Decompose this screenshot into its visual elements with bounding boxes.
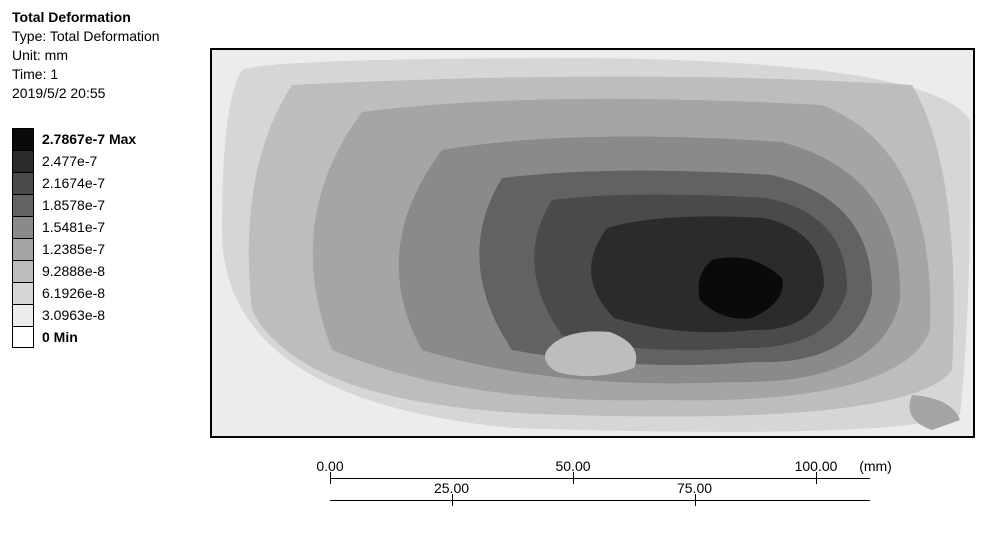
legend-row: 2.7867e-7 Max — [12, 128, 136, 150]
legend-swatch — [12, 238, 34, 260]
legend-row: 3.0963e-8 — [12, 304, 136, 326]
scale-tick-label: 100.00 — [795, 458, 838, 474]
scale-top-row: 0.0050.00100.00(mm) — [330, 460, 930, 482]
legend-swatch — [12, 260, 34, 282]
legend-swatch — [12, 194, 34, 216]
result-unit: Unit: mm — [12, 46, 160, 65]
legend-label: 0 Min — [42, 329, 78, 345]
contour-svg — [212, 50, 975, 438]
legend-label: 1.8578e-7 — [42, 197, 105, 213]
scale-tick-label: 75.00 — [677, 480, 712, 496]
legend-label: 3.0963e-8 — [42, 307, 105, 323]
legend-swatch — [12, 128, 34, 150]
legend-row: 9.2888e-8 — [12, 260, 136, 282]
scale-tick-label: 25.00 — [434, 480, 469, 496]
legend-label: 2.7867e-7 Max — [42, 131, 136, 147]
legend-row: 0 Min — [12, 326, 136, 348]
legend-label: 2.1674e-7 — [42, 175, 105, 191]
legend-swatch — [12, 216, 34, 238]
legend-swatch — [12, 172, 34, 194]
legend-label: 9.2888e-8 — [42, 263, 105, 279]
scale-tick-label: 50.00 — [555, 458, 590, 474]
legend-label: 6.1926e-8 — [42, 285, 105, 301]
legend-row: 2.1674e-7 — [12, 172, 136, 194]
scale-bottom-row: 25.00 75.00 — [330, 482, 930, 504]
result-timestamp: 2019/5/2 20:55 — [12, 84, 160, 103]
legend-swatch — [12, 282, 34, 304]
header-block: Total Deformation Type: Total Deformatio… — [12, 8, 160, 102]
legend-swatch — [12, 326, 34, 348]
legend-swatch — [12, 150, 34, 172]
scale-line-bottom — [330, 500, 870, 501]
scale-tick-label: 0.00 — [316, 458, 343, 474]
legend-swatch — [12, 304, 34, 326]
legend-label: 2.477e-7 — [42, 153, 97, 169]
legend-row: 1.5481e-7 — [12, 216, 136, 238]
legend-label: 1.5481e-7 — [42, 219, 105, 235]
result-time: Time: 1 — [12, 65, 160, 84]
legend-row: 1.8578e-7 — [12, 194, 136, 216]
scale-bar: 0.0050.00100.00(mm) 25.0075.00 — [330, 460, 930, 504]
legend-row: 2.477e-7 — [12, 150, 136, 172]
contour-plot — [210, 48, 975, 438]
result-title: Total Deformation — [12, 8, 160, 27]
color-legend: 2.7867e-7 Max 2.477e-7 2.1674e-7 1.8578e-7 1… — [12, 128, 136, 348]
result-type: Type: Total Deformation — [12, 27, 160, 46]
scale-line-top — [330, 478, 870, 479]
scale-unit-label: (mm) — [859, 458, 892, 474]
legend-label: 1.2385e-7 — [42, 241, 105, 257]
legend-row: 1.2385e-7 — [12, 238, 136, 260]
legend-row: 6.1926e-8 — [12, 282, 136, 304]
